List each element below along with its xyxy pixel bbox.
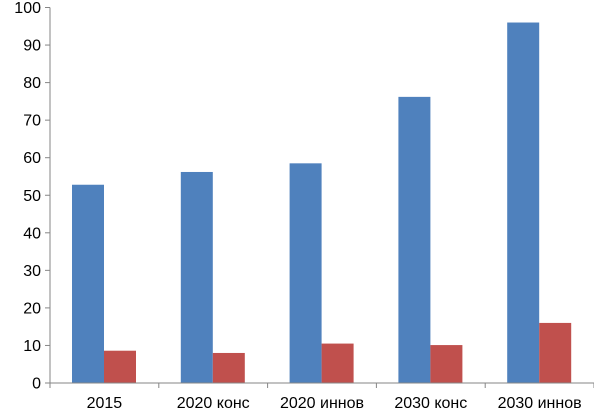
y-tick-label: 30 xyxy=(23,263,41,280)
bar-series-2-2030 конс xyxy=(430,345,463,383)
y-axis: 0 10 20 30 40 50 60 70 80 90 100 xyxy=(14,0,50,393)
bar-series-2-2020 иннов xyxy=(321,343,354,383)
bar-series-2-2020 конс xyxy=(212,352,245,383)
x-tick-label: 2015 xyxy=(87,395,123,412)
y-tick-label: 0 xyxy=(32,376,41,393)
bar-series-1-2030 конс xyxy=(398,96,431,383)
y-tick-label: 70 xyxy=(23,113,41,130)
bar-series-1-2020 иннов xyxy=(289,163,322,383)
bar-series-2-2030 иннов xyxy=(539,322,572,383)
bar-series-2-2015 xyxy=(104,350,136,383)
y-tick-label: 90 xyxy=(23,38,41,55)
y-tick-label: 20 xyxy=(23,300,41,317)
x-tick-label: 2020 конс xyxy=(177,395,250,412)
y-tick-label: 40 xyxy=(23,225,41,242)
y-tick-label: 10 xyxy=(23,338,41,355)
y-tick-label: 80 xyxy=(23,75,41,92)
x-axis: 2015 2020 конс 2020 иннов 2030 конс 2030 инн… xyxy=(49,383,594,412)
y-tick-label: 60 xyxy=(23,150,41,167)
plot-area xyxy=(72,22,572,384)
y-tick-label: 50 xyxy=(23,188,41,205)
bar-series-1-2020 конс xyxy=(180,171,213,383)
x-tick-label: 2030 конс xyxy=(394,395,467,412)
x-tick-label: 2020 иннов xyxy=(280,395,364,412)
y-tick-label: 100 xyxy=(14,0,41,17)
x-tick-label: 2030 иннов xyxy=(498,395,582,412)
bar-series-1-2015 xyxy=(72,184,104,383)
bar-series-1-2030 иннов xyxy=(507,22,540,384)
